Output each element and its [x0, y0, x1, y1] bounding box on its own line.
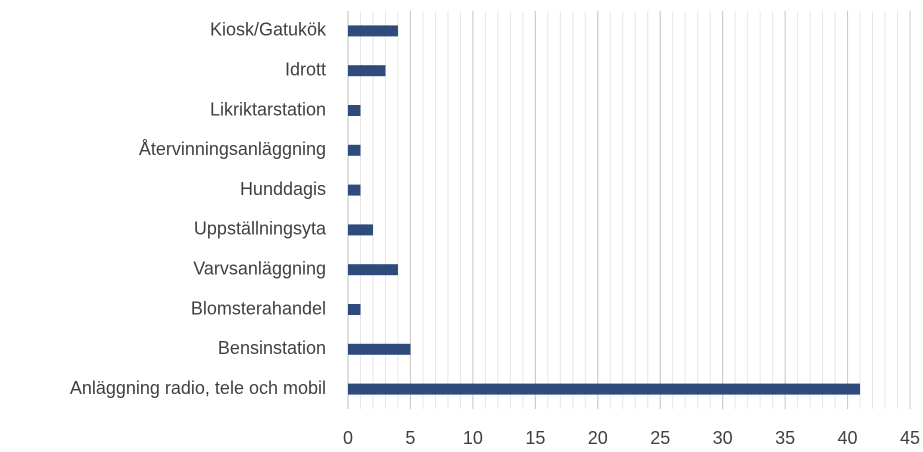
bar: [348, 184, 361, 196]
bar: [348, 304, 361, 315]
bar: [348, 383, 861, 395]
x-tick-label: 15: [525, 428, 545, 448]
x-tick-label: 35: [775, 428, 795, 448]
x-tick-label: 20: [588, 428, 608, 448]
x-tick-label: 0: [343, 428, 353, 448]
x-tick-label: 25: [650, 428, 670, 448]
y-tick-label: Anläggning radio, tele och mobil: [70, 378, 326, 398]
x-tick-label: 45: [900, 428, 920, 448]
bar: [348, 105, 361, 116]
y-tick-label: Idrott: [285, 59, 326, 79]
x-tick-label: 30: [713, 428, 733, 448]
x-tick-label: 10: [463, 428, 483, 448]
bar: [348, 65, 386, 77]
y-tick-label: Uppställningsyta: [194, 219, 327, 239]
bar: [348, 264, 398, 276]
x-tick-label: 5: [405, 428, 415, 448]
bar: [348, 25, 398, 37]
bar: [348, 343, 411, 355]
x-tick-label: 40: [838, 428, 858, 448]
y-tick-label: Likriktarstation: [210, 99, 326, 119]
y-tick-label: Bensinstation: [218, 338, 326, 358]
y-tick-label: Kiosk/Gatukök: [210, 20, 327, 40]
y-tick-label: Varvsanläggning: [193, 258, 326, 278]
y-tick-label: Återvinningsanläggning: [139, 139, 326, 159]
bar: [348, 224, 373, 236]
bar: [348, 144, 361, 156]
y-tick-label: Blomsterahandel: [191, 298, 326, 318]
y-tick-label: Hunddagis: [240, 179, 326, 199]
